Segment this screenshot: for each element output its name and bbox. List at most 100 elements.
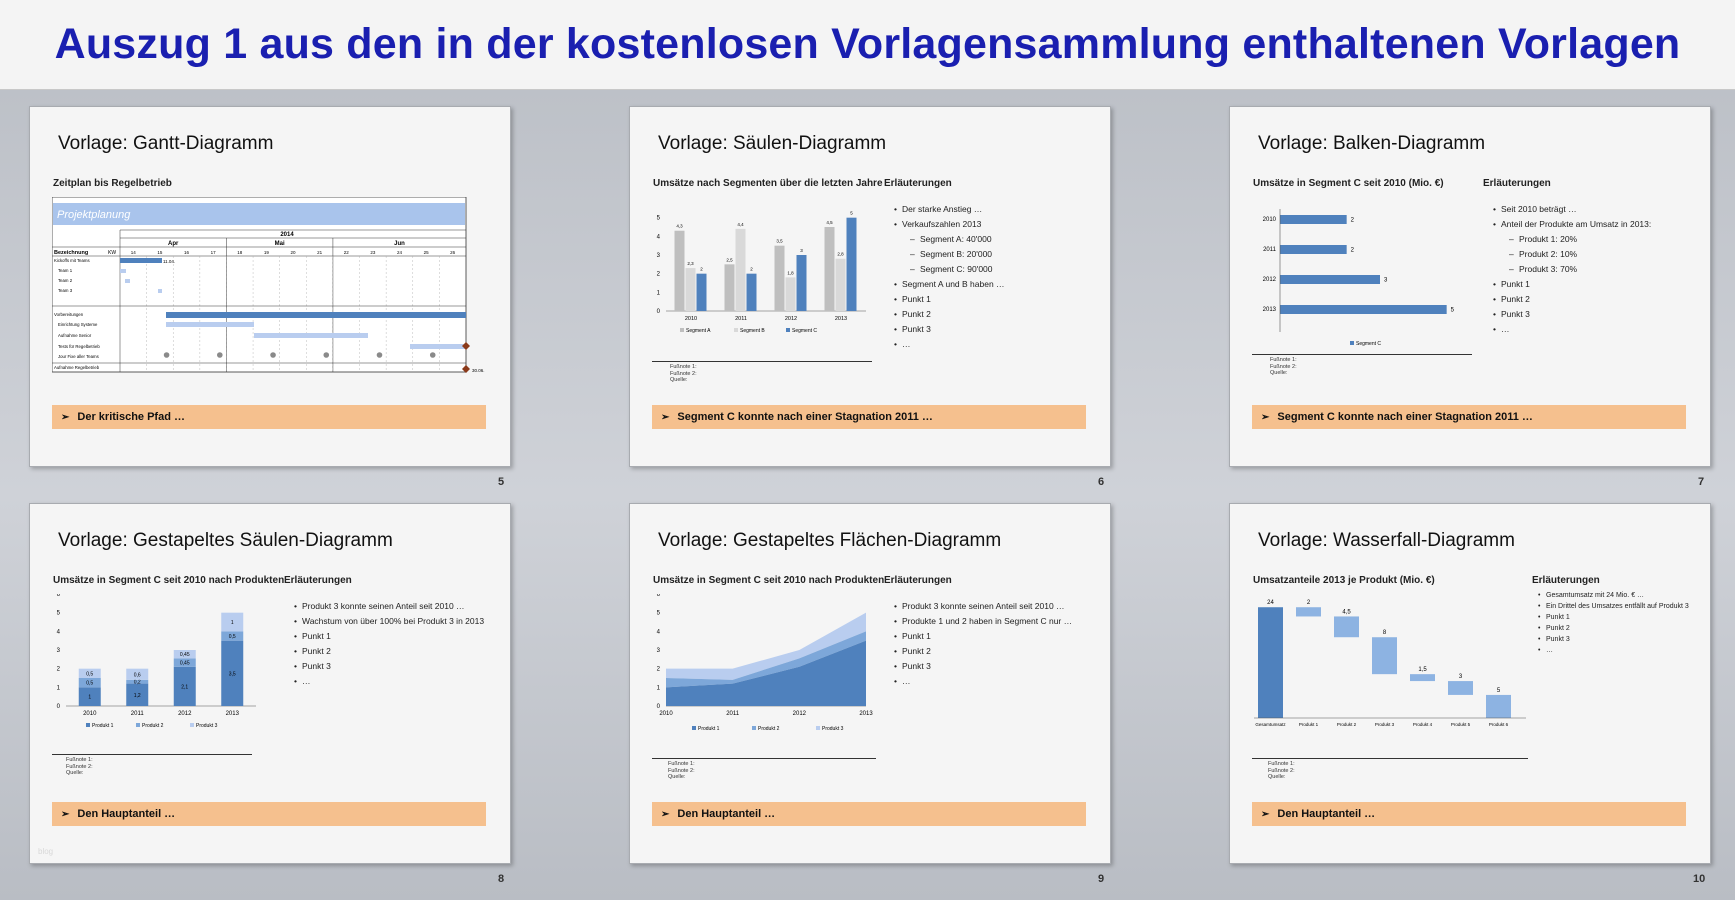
slide-footer-bar: ➢ Segment C konnte nach einer Stagnation … — [1252, 405, 1686, 429]
bar — [774, 245, 785, 311]
bar — [846, 217, 857, 311]
explanation-item: Produkt 3 konnte seinen Anteil seit 2010… — [294, 601, 484, 611]
y-tick-label: 6 — [657, 594, 661, 598]
arrow-right-icon: ➢ — [1261, 411, 1270, 423]
y-tick-label: 3 — [657, 253, 661, 259]
page-title: Auszug 1 aus den in der kostenlosen Vorl… — [54, 20, 1681, 68]
legend-swatch — [190, 723, 194, 727]
slide-balken[interactable]: Vorlage: Balken-Diagramm Umsätze in Segm… — [1229, 106, 1711, 467]
gantt-row-label: Team 1 — [58, 268, 73, 273]
y-tick-label: 1 — [657, 685, 661, 691]
data-label: 0,2 — [134, 680, 141, 686]
data-label: 3 — [1459, 674, 1463, 680]
explanation-item: … — [1493, 324, 1651, 334]
data-label: 4,5 — [1342, 609, 1351, 615]
x-tick-label: Produkt 4 — [1413, 722, 1433, 727]
explanation-item: Produkt 2: 10% — [1493, 249, 1651, 259]
footnote: Quelle: — [66, 770, 84, 776]
bar — [1280, 275, 1380, 284]
footnotes: Fußnote 1: Fußnote 2: Quelle: — [670, 364, 697, 384]
bar — [674, 230, 685, 311]
data-label: 4,4 — [737, 222, 744, 227]
data-label: 4,5 — [826, 220, 833, 225]
footnote: Fußnote 2: — [670, 370, 697, 377]
explanation-list: Seit 2010 beträgt … Anteil der Produkte a… — [1493, 204, 1651, 339]
area-series — [666, 631, 866, 688]
footnote: Fußnote 2: — [1268, 767, 1295, 774]
footnotes: Fußnote 1: Fußnote 2: Quelle: — [668, 761, 695, 781]
legend-swatch — [752, 726, 756, 730]
x-tick-label: 2010 — [659, 711, 673, 717]
data-label: 3,5 — [229, 671, 236, 677]
gantt-row-label: Aufnahme Senior — [58, 333, 92, 338]
arrow-right-icon: ➢ — [661, 808, 670, 820]
gantt-row-label: Tests für Regelbetrieb — [58, 344, 100, 349]
gantt-header-label: Bezeichnung — [54, 250, 88, 256]
gantt-jourfixe-marker — [163, 352, 170, 358]
divider — [652, 361, 872, 362]
page-number: 7 — [1698, 476, 1705, 488]
explanation-item: Punkt 2 — [1538, 625, 1689, 632]
y-tick-label: 3 — [657, 648, 661, 654]
footnotes: Fußnote 1: Fußnote 2: Quelle: — [1270, 357, 1297, 377]
data-label: 2 — [1351, 248, 1355, 254]
x-tick-label: Produkt 3 — [1375, 722, 1395, 727]
waterfall-bar — [1296, 607, 1321, 617]
bar-segment — [221, 631, 244, 641]
explanation-item: Punkt 1 — [1538, 614, 1689, 621]
explanation-list: Produkt 3 konnte seinen Anteil seit 2010… — [294, 601, 484, 691]
gantt-milestone — [462, 342, 470, 350]
gantt-bar — [158, 289, 162, 293]
divider — [652, 758, 876, 759]
slide-footer-text: Segment C konnte nach einer Stagnation 2… — [677, 411, 933, 423]
gantt-week: 20 — [290, 250, 296, 255]
explanation-item: Der starke Anstieg … — [894, 204, 1005, 214]
gantt-week: 18 — [237, 250, 243, 255]
explanation-item: … — [894, 676, 1072, 686]
data-label: 0,5 — [86, 681, 93, 687]
explanation-item: … — [894, 339, 1005, 349]
gantt-week: 14 — [131, 250, 137, 255]
slide-title: Vorlage: Säulen-Diagramm — [658, 133, 887, 154]
gantt-jourfixe-marker — [217, 352, 223, 358]
explanation-item: Punkt 3 — [1538, 636, 1689, 643]
explanation-item: Anteil der Produkte am Umsatz in 2013: — [1493, 219, 1651, 229]
slide-gestapelte-saeulen[interactable]: Vorlage: Gestapeltes Säulen-Diagramm Ums… — [29, 503, 511, 864]
bar-segment — [126, 679, 149, 684]
bar-segment — [126, 683, 149, 706]
explanation-item: Produkte 1 und 2 haben in Segment C nur … — [894, 616, 1072, 626]
slide-saeulen[interactable]: Vorlage: Säulen-Diagramm Umsätze nach Se… — [629, 106, 1111, 467]
data-label: 0,45 — [180, 652, 190, 658]
slide-wasserfall[interactable]: Vorlage: Wasserfall-Diagramm Umsatzantei… — [1229, 503, 1711, 864]
footnote: Fußnote 1: — [670, 364, 697, 370]
horizontal-bar-chart: 2010 2 2011 2 2012 3 2013 5 Segment C — [1263, 209, 1455, 347]
explanation-item: Segment A: 40'000 — [894, 234, 1005, 244]
y-tick-label: 2010 — [1263, 217, 1277, 223]
data-label: 5 — [1497, 688, 1501, 694]
slide-subtitle: Umsätze nach Segmenten über die letzten … — [653, 178, 883, 189]
y-tick-label: 5 — [57, 611, 61, 617]
gantt-row-label: Vorbereitungen — [54, 312, 84, 317]
bar-segment — [78, 687, 101, 706]
bar — [724, 264, 735, 311]
legend-swatch — [136, 723, 140, 727]
explanation-item: Produkt 1: 20% — [1493, 234, 1651, 244]
slide-title: Vorlage: Gantt-Diagramm — [58, 133, 274, 154]
slide-gantt[interactable]: Vorlage: Gantt-Diagramm Zeitplan bis Reg… — [29, 106, 511, 467]
gantt-jourfixe-marker — [270, 352, 276, 358]
bar-segment — [126, 668, 149, 680]
explanation-item: Punkt 3 — [1493, 309, 1651, 319]
slide-footer-text: Den Hauptanteil … — [77, 808, 176, 820]
slide-gestapelte-flaechen[interactable]: Vorlage: Gestapeltes Flächen-Diagramm Um… — [629, 503, 1111, 864]
footnotes: Fußnote 1: Fußnote 2: Quelle: — [1268, 761, 1295, 781]
x-tick-label: 2012 — [785, 316, 797, 322]
explanation-title: Erläuterungen — [1532, 575, 1600, 586]
y-tick-label: 0 — [657, 704, 661, 710]
gantt-year: 2014 — [280, 232, 294, 238]
legend-swatch — [816, 726, 820, 730]
legend-swatch — [1350, 341, 1354, 345]
footnote: Fußnote 2: — [66, 763, 93, 770]
arrow-right-icon: ➢ — [1261, 808, 1270, 820]
legend-label: Produkt 3 — [196, 723, 218, 729]
